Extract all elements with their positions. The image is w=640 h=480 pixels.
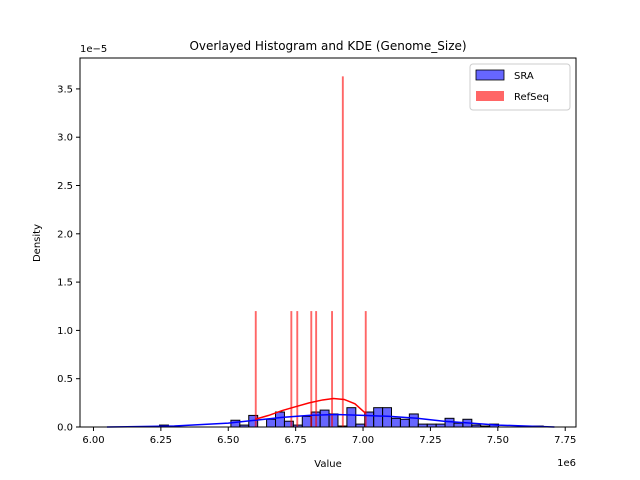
sra-bar <box>319 409 330 428</box>
sra-bar <box>301 415 312 428</box>
x-tick-label: 6.50 <box>217 435 239 446</box>
refseq-bar <box>296 311 299 427</box>
sra-bar <box>382 407 393 428</box>
legend-label-sra: SRA <box>514 71 534 82</box>
legend: SRA RefSeq <box>469 63 571 111</box>
sra-bar <box>444 417 455 428</box>
sra-bar <box>373 407 384 428</box>
y-tick-label: 3.0 <box>57 133 73 144</box>
refseq-bar <box>315 311 318 427</box>
chart-title: Overlayed Histogram and KDE (Genome_Size… <box>189 39 466 53</box>
plot-frame <box>79 57 577 428</box>
sra-bar <box>399 418 410 428</box>
legend-swatch-sra <box>475 69 505 81</box>
refseq-bar <box>364 311 367 427</box>
y-tick-label: 3.5 <box>57 84 73 95</box>
refseq-bar <box>290 311 293 427</box>
sra-bar <box>391 417 401 428</box>
sra-bar <box>266 418 277 428</box>
refseq-bar <box>310 311 313 427</box>
x-axis-label: Value <box>314 459 341 470</box>
sra-bar <box>328 413 339 428</box>
x-tick-label: 6.00 <box>82 435 104 446</box>
x-tick-label: 7.75 <box>554 435 576 446</box>
y-tick-label: 0.0 <box>57 423 73 434</box>
y-tick-label: 1.0 <box>57 326 73 337</box>
refseq-bar <box>254 311 257 427</box>
sra-bar <box>453 422 464 428</box>
sra-bar <box>408 413 419 428</box>
y-tick-label: 2.5 <box>57 181 73 192</box>
x-tick-label: 7.50 <box>487 435 509 446</box>
x-tick-label: 6.25 <box>150 435 172 446</box>
refseq-kde-line <box>255 397 367 420</box>
x-tick-label: 7.00 <box>352 435 374 446</box>
x-tick-label: 7.25 <box>419 435 441 446</box>
y-tick-label: 0.5 <box>57 374 73 385</box>
x-tick-label: 6.75 <box>285 435 307 446</box>
y-offset-text: 1e−5 <box>80 44 107 55</box>
x-offset-text: 1e6 <box>557 458 576 469</box>
y-tick-label: 2.0 <box>57 229 73 240</box>
refseq-bar <box>341 76 344 428</box>
refseq-bar <box>331 311 333 427</box>
legend-label-refseq: RefSeq <box>514 92 549 103</box>
sra-kde-line <box>106 413 555 428</box>
y-tick-label: 1.5 <box>57 278 73 289</box>
legend-swatch-refseq <box>476 91 504 101</box>
sra-bar <box>275 411 285 428</box>
sra-bar <box>346 407 357 428</box>
y-axis-label: Density <box>32 224 43 262</box>
sra-bar <box>230 419 241 428</box>
